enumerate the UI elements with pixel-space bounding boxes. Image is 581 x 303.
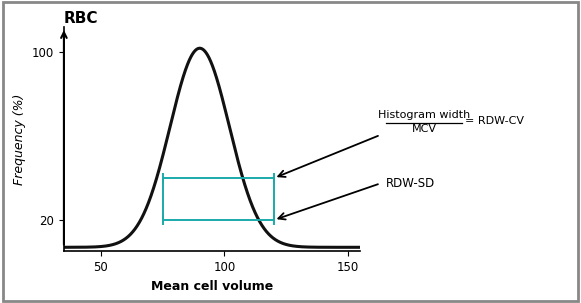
Y-axis label: Frequency (%): Frequency (%) bbox=[13, 94, 26, 185]
Text: RDW-SD: RDW-SD bbox=[386, 177, 436, 190]
Text: MCV: MCV bbox=[411, 124, 437, 134]
Text: = RDW-CV: = RDW-CV bbox=[465, 116, 524, 126]
Text: Histogram width: Histogram width bbox=[378, 110, 470, 120]
X-axis label: Mean cell volume: Mean cell volume bbox=[151, 280, 273, 293]
Text: RBC: RBC bbox=[64, 11, 98, 26]
